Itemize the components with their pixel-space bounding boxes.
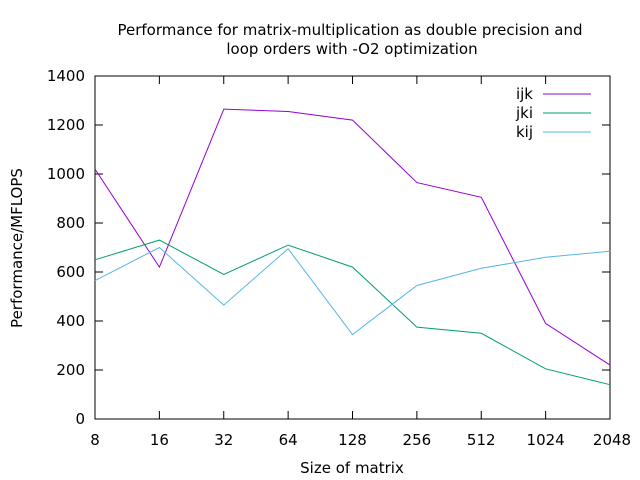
- chart-title-line-1: Performance for matrix-multiplication as…: [118, 21, 583, 39]
- x-tick-label: 512: [467, 431, 496, 449]
- y-tick-label: 1400: [47, 67, 85, 85]
- series-lines: [94, 108, 611, 386]
- y-tick-label: 200: [56, 361, 85, 379]
- series-line-kij: [94, 246, 611, 336]
- x-tick-label: 1024: [527, 431, 565, 449]
- legend-label-jki: jki: [515, 104, 533, 122]
- series-line-ijk: [94, 108, 611, 366]
- y-axis-label: Performance/MFLOPS: [8, 168, 26, 328]
- x-tick-label: 8: [90, 431, 100, 449]
- y-tick-label: 1000: [47, 165, 85, 183]
- legend-label-kij: kij: [516, 123, 533, 141]
- y-tick-label: 1200: [47, 116, 85, 134]
- x-tick-label: 256: [403, 431, 432, 449]
- chart-title-line-2: loop orders with -O2 optimization: [226, 40, 477, 58]
- y-tick-label: 0: [75, 410, 85, 428]
- y-tick-label: 600: [56, 263, 85, 281]
- x-tick-label: 16: [150, 431, 169, 449]
- x-tick-label: 2048: [593, 431, 631, 449]
- x-axis: 8 16 32 64 128 256 512 1024 2048: [90, 76, 631, 449]
- series-line-jki: [94, 239, 611, 386]
- x-axis-label: Size of matrix: [300, 459, 404, 477]
- x-tick-label: 64: [279, 431, 298, 449]
- x-tick-label: 32: [214, 431, 233, 449]
- y-axis: 0 200 400 600 800 1000 1200 1400: [47, 67, 610, 428]
- y-tick-label: 400: [56, 312, 85, 330]
- x-tick-label: 128: [338, 431, 367, 449]
- y-tick-label: 800: [56, 214, 85, 232]
- legend-label-ijk: ijk: [516, 85, 533, 103]
